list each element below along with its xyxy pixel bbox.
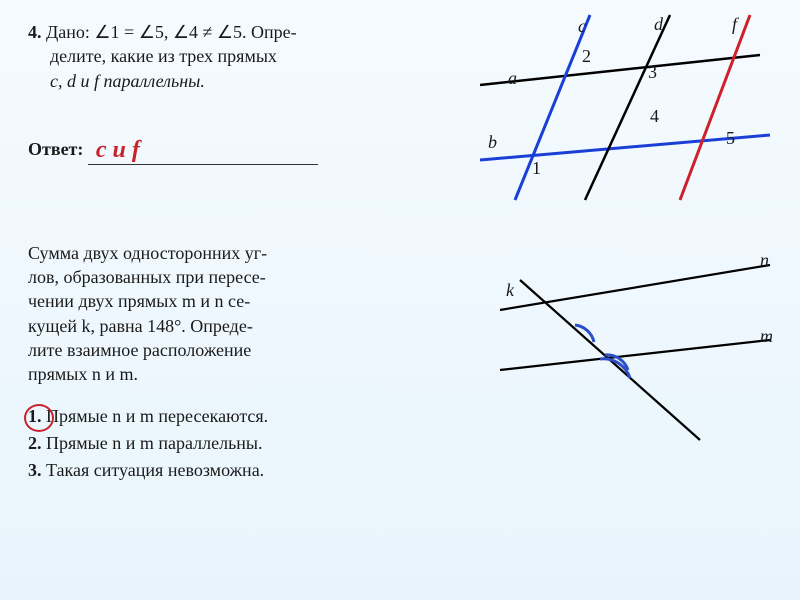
label-n: n [760,250,769,271]
p2-l4: кущей k, равна 148°. Опреде- [28,316,253,336]
num-1: 1 [532,158,541,179]
problem2-text: Сумма двух односторонних уг- лов, образо… [28,241,448,387]
num-2: 2 [582,46,591,67]
line-f [680,15,750,200]
option-1: 1. Прямые n и m пересекаются. [28,403,448,430]
label-f: f [732,14,737,35]
p2-l6: прямых n и m. [28,364,138,384]
option-3: 3. Такая ситуация невозможна. [28,457,448,484]
label-k: k [506,280,514,301]
problem1-number: 4. [28,22,42,42]
prob1-line3: c, d и f параллельны. [50,71,205,91]
p2-l5: лите взаимное расположение [28,340,251,360]
option2-num: 2. [28,433,42,453]
num-4: 4 [650,106,659,127]
p2-l2: лов, образованных при пересе- [28,267,266,287]
line-a [480,55,760,85]
label-c: c [578,16,586,37]
option3-text: Такая ситуация невозможна. [46,460,264,480]
line-n [500,265,770,310]
line-c [515,15,590,200]
figure1: c d f a b 2 3 4 5 1 [470,10,780,210]
option-2: 2. Прямые n и m параллельны. [28,430,448,457]
prob1-line2: делите, какие из трех прямых [28,44,277,68]
label-a: a [508,68,517,89]
label-b: b [488,132,497,153]
label-d: d [654,14,663,35]
option2-text: Прямые n и m параллельны. [46,433,263,453]
arc-top [575,325,594,342]
label-m: m [760,326,773,347]
option1-text: Прямые n и m пересекаются. [46,406,268,426]
line-m [500,340,770,370]
figure2: n m k [470,250,780,450]
p2-l1: Сумма двух односторонних уг- [28,243,267,263]
answer-label: Ответ: [28,139,83,159]
p2-l3: чении двух прямых m и n се- [28,291,250,311]
options-list: 1. Прямые n и m пересекаются. 2. Прямые … [28,403,448,484]
num-5: 5 [726,128,735,149]
num-3: 3 [648,62,657,83]
prob1-line1: Дано: ∠1 = ∠5, ∠4 ≠ ∠5. Опре- [46,22,297,42]
option3-num: 3. [28,460,42,480]
option1-num: 1. [28,406,42,426]
problem1-text: 4. Дано: ∠1 = ∠5, ∠4 ≠ ∠5. Опре- делите,… [28,20,448,93]
answer-value: c и f [88,137,318,165]
answer-row: Ответ: c и f [28,135,448,163]
